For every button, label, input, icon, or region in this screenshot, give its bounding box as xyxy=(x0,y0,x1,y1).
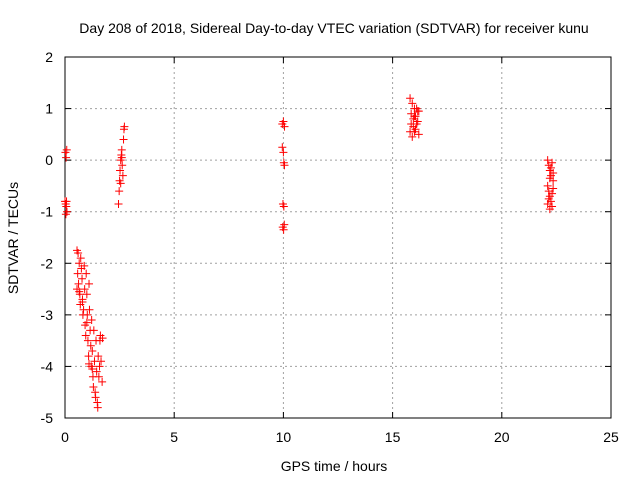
data-point xyxy=(83,336,92,345)
data-point xyxy=(98,377,107,386)
data-point xyxy=(85,279,94,288)
data-point xyxy=(413,117,422,126)
data-point xyxy=(85,305,94,314)
data-point xyxy=(279,225,288,234)
y-tick-label: -3 xyxy=(41,307,54,323)
data-point xyxy=(62,145,71,154)
data-point xyxy=(73,269,82,278)
data-point xyxy=(80,261,89,270)
data-point xyxy=(78,297,87,306)
data-point xyxy=(88,346,97,355)
data-point xyxy=(410,112,419,121)
data-point xyxy=(81,331,90,340)
data-point xyxy=(74,248,83,257)
data-point xyxy=(114,199,123,208)
data-point xyxy=(414,107,423,116)
data-point xyxy=(75,259,84,268)
data-point xyxy=(87,316,96,325)
y-tick-label: 1 xyxy=(45,101,53,117)
data-point xyxy=(120,122,129,131)
data-point xyxy=(118,161,127,170)
plot-frame xyxy=(64,56,612,419)
data-point xyxy=(89,383,98,392)
chart-title: Day 208 of 2018, Sidereal Day-to-day VTE… xyxy=(79,20,588,36)
data-point xyxy=(94,372,103,381)
data-point xyxy=(74,279,83,288)
y-tick-label: -4 xyxy=(41,358,54,374)
data-point xyxy=(86,341,95,350)
data-point xyxy=(84,352,93,361)
data-point xyxy=(82,269,91,278)
y-tick-label: -5 xyxy=(41,410,54,426)
data-point xyxy=(116,166,125,175)
data-point xyxy=(280,122,289,131)
data-point xyxy=(98,334,107,343)
data-point xyxy=(119,135,128,144)
data-point xyxy=(95,362,104,371)
x-tick-label: 5 xyxy=(170,429,178,445)
data-point xyxy=(118,171,127,180)
data-point xyxy=(279,117,288,126)
data-point xyxy=(82,318,91,327)
data-point xyxy=(115,187,124,196)
data-point xyxy=(408,99,417,108)
data-point xyxy=(78,274,87,283)
y-tick-label: 2 xyxy=(45,49,53,65)
x-tick-label: 10 xyxy=(276,429,292,445)
data-point xyxy=(543,199,552,208)
data-point xyxy=(406,94,415,103)
data-point xyxy=(548,189,557,198)
data-point xyxy=(76,254,85,263)
y-axis-label: SDTVAR / TECUs xyxy=(5,182,21,294)
data-point xyxy=(117,145,126,154)
data-point xyxy=(82,290,91,299)
data-point xyxy=(545,205,554,214)
x-tick-label: 20 xyxy=(494,429,510,445)
data-point xyxy=(544,194,553,203)
data-point xyxy=(545,174,554,183)
x-tick-label: 25 xyxy=(603,429,619,445)
data-point xyxy=(80,285,89,294)
data-point xyxy=(116,179,125,188)
data-point xyxy=(62,153,71,162)
data-point xyxy=(85,359,94,368)
data-point xyxy=(280,161,289,170)
data-point xyxy=(549,184,558,193)
data-point xyxy=(278,143,287,152)
y-tick-label: -1 xyxy=(41,204,54,220)
data-point xyxy=(94,352,103,361)
data-point xyxy=(91,393,100,402)
data-point xyxy=(83,310,92,319)
data-point xyxy=(414,130,423,139)
data-point xyxy=(549,169,558,178)
x-axis-label: GPS time / hours xyxy=(281,458,388,474)
data-point xyxy=(62,197,71,206)
data-point xyxy=(88,365,97,374)
data-point xyxy=(408,132,417,141)
data-point xyxy=(407,120,416,129)
data-point xyxy=(279,202,288,211)
grid xyxy=(65,57,611,418)
data-point xyxy=(543,181,552,190)
axis-ticks: 0 5 10 15 20 25 -5 -4 -3 -2 -1 0 1 2 xyxy=(41,49,619,445)
data-point xyxy=(97,357,106,366)
data-point xyxy=(75,287,84,296)
data-point xyxy=(117,153,126,162)
x-tick-label: 15 xyxy=(385,429,401,445)
y-tick-label: -2 xyxy=(41,255,54,271)
data-point xyxy=(89,326,98,335)
data-point xyxy=(61,210,70,219)
data-points xyxy=(61,94,558,412)
data-point xyxy=(546,163,555,172)
x-tick-label: 0 xyxy=(61,429,69,445)
data-point xyxy=(92,367,101,376)
data-point xyxy=(406,127,415,136)
data-point xyxy=(279,148,288,157)
data-point xyxy=(280,220,289,229)
data-point xyxy=(93,403,102,412)
data-point xyxy=(548,158,557,167)
data-point xyxy=(543,156,552,165)
y-tick-label: 0 xyxy=(45,152,53,168)
